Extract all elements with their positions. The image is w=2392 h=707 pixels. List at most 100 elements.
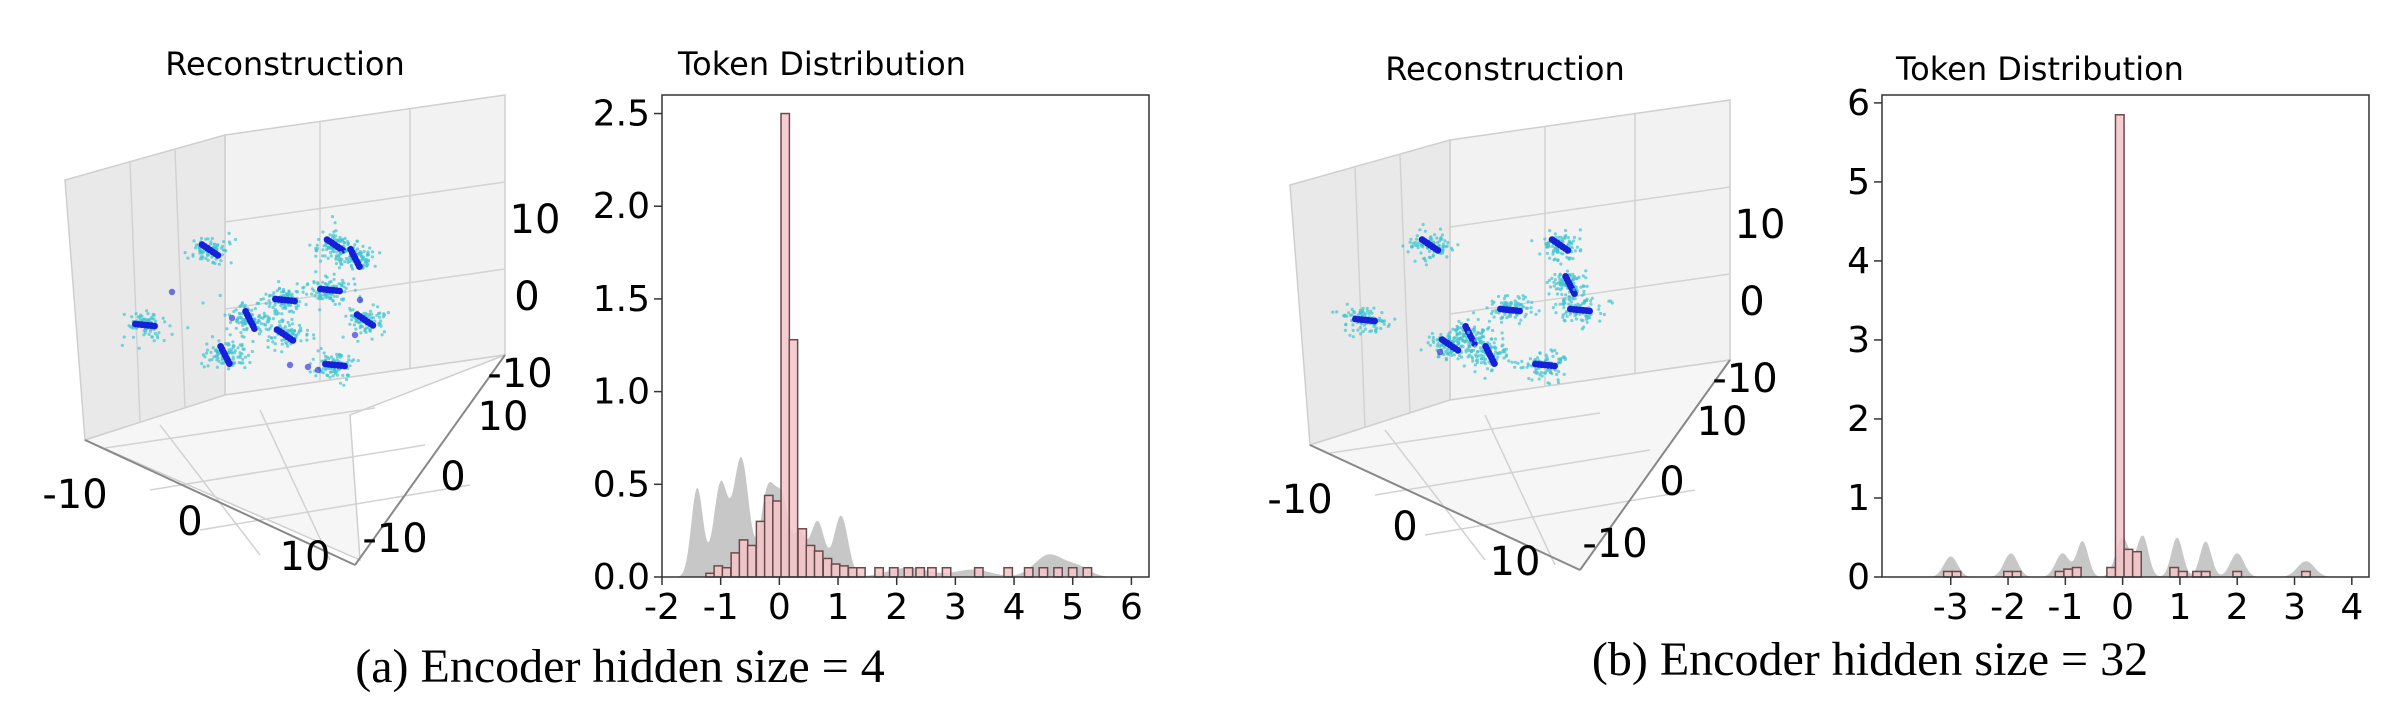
histogram-bar-a bbox=[713, 565, 724, 578]
cluster-point-fine bbox=[1498, 351, 1502, 355]
cluster-point-fine bbox=[1427, 335, 1431, 339]
cluster-point-fine bbox=[1481, 349, 1485, 353]
cluster-point-fine bbox=[229, 261, 233, 265]
cluster-point-fine bbox=[275, 289, 279, 293]
cluster-point-fine bbox=[1442, 242, 1446, 246]
cluster-point-fine bbox=[351, 267, 355, 271]
cluster-point-fine bbox=[1443, 239, 1447, 243]
cluster-point-fine bbox=[235, 317, 240, 321]
cluster-point-fine bbox=[354, 327, 358, 331]
histogram-bar-b bbox=[2200, 570, 2211, 578]
cluster-point-fine bbox=[343, 290, 347, 294]
cluster-point-fine bbox=[146, 318, 150, 322]
cluster-point-fine bbox=[1513, 315, 1517, 319]
cluster-point-fine bbox=[1516, 361, 1520, 365]
cluster-point-fine bbox=[243, 303, 247, 307]
point-cluster-b bbox=[1419, 328, 1477, 362]
cluster-point-fine bbox=[1472, 328, 1476, 332]
cluster-point-fine bbox=[1456, 357, 1460, 361]
cluster-point-fine bbox=[283, 294, 287, 298]
cluster-point-fine bbox=[335, 284, 339, 288]
cluster-point-fine bbox=[1582, 284, 1586, 288]
histogram-bar-b bbox=[2169, 566, 2180, 578]
cluster-point-fine bbox=[161, 316, 165, 320]
cluster-point-fine bbox=[361, 244, 365, 248]
cluster-point-fine bbox=[342, 383, 346, 387]
cluster-point-fine bbox=[142, 333, 146, 337]
cluster-point-fine bbox=[1564, 310, 1569, 314]
cluster-point-fine bbox=[319, 346, 323, 351]
cluster-point-fine bbox=[1563, 297, 1567, 301]
cluster-point-fine bbox=[321, 367, 325, 371]
cluster-point-fine bbox=[329, 355, 333, 359]
point-cluster-a bbox=[201, 293, 272, 344]
point-cluster-b bbox=[1551, 287, 1614, 331]
cluster-point-fine bbox=[291, 332, 295, 336]
cluster-point-fine bbox=[337, 254, 341, 258]
cluster-point-fine bbox=[1558, 277, 1562, 281]
cluster-point-fine bbox=[1494, 337, 1498, 341]
x-tick-label-b: 3 bbox=[2283, 587, 2306, 628]
cluster-point-fine bbox=[259, 322, 263, 326]
cluster-point-fine bbox=[1507, 359, 1511, 363]
reconstruction-3d-plot-b: Reconstruction -10 0 10 -10 0 10 10 0 -1… bbox=[1267, 50, 1785, 585]
cluster-point-fine bbox=[1566, 242, 1570, 246]
cluster-point-fine bbox=[273, 308, 278, 312]
cluster-point-fine bbox=[314, 270, 318, 274]
cluster-point-fine bbox=[251, 313, 255, 317]
y-tick-label-b: 4 bbox=[1847, 241, 1870, 282]
y-axis-line-b bbox=[1579, 359, 1731, 571]
cluster-point-fine bbox=[1440, 233, 1444, 237]
cluster-point-fine bbox=[367, 314, 371, 319]
cluster-point-fine bbox=[332, 277, 336, 281]
cluster-point-fine bbox=[317, 237, 321, 242]
cluster-point-fine bbox=[310, 292, 314, 296]
y-tick-label-b: 1 bbox=[1847, 478, 1870, 519]
cluster-point-fine bbox=[1492, 341, 1496, 345]
cluster-point-fine bbox=[1554, 282, 1558, 286]
cluster-point-fine bbox=[243, 322, 247, 326]
cluster-point-fine bbox=[1584, 313, 1589, 318]
cluster-point-fine bbox=[1585, 320, 1589, 324]
cluster-point-fine bbox=[1538, 252, 1542, 256]
cluster-point-fine bbox=[130, 315, 134, 319]
histogram-bar-a bbox=[797, 528, 808, 578]
cluster-point-fine bbox=[1552, 280, 1556, 284]
cluster-point-fine bbox=[139, 313, 143, 317]
cluster-point-fine bbox=[1488, 342, 1492, 346]
cluster-point-fine bbox=[305, 328, 309, 332]
histogram-bar-a bbox=[788, 338, 799, 578]
cluster-point-fine bbox=[1414, 237, 1419, 241]
cluster-point-fine bbox=[1361, 329, 1365, 334]
cluster-point-fine bbox=[153, 331, 157, 336]
cluster-point-fine bbox=[1491, 309, 1495, 313]
cluster-point-fine bbox=[1382, 322, 1386, 326]
cluster-point-fine bbox=[1537, 377, 1541, 381]
cluster-point-fine bbox=[321, 371, 326, 375]
cluster-point-fine bbox=[1374, 330, 1378, 334]
cluster-point-fine bbox=[313, 294, 317, 298]
cluster-point-fine bbox=[210, 236, 214, 241]
z-tick-a-2: -10 bbox=[487, 351, 552, 397]
cluster-point-fine bbox=[337, 282, 341, 286]
cluster-point-fine bbox=[241, 361, 245, 365]
cluster-point-fine bbox=[1437, 243, 1441, 247]
x-tick-label-b: -2 bbox=[1990, 587, 2026, 628]
x-axis-line-b bbox=[1309, 444, 1581, 571]
cluster-point-fine bbox=[147, 332, 151, 336]
cluster-point-fine bbox=[183, 251, 187, 255]
cluster-point-fine bbox=[1348, 333, 1352, 337]
cluster-point-fine bbox=[1436, 342, 1440, 346]
cluster-point-fine bbox=[1464, 350, 1468, 354]
cluster-point-fine bbox=[223, 248, 227, 252]
cluster-point-fine bbox=[1535, 356, 1540, 360]
cluster-point-fine bbox=[1471, 359, 1475, 363]
caption-a: (a) Encoder hidden size = 4 bbox=[355, 640, 885, 693]
cluster-point-fine bbox=[330, 215, 335, 219]
cluster-point-fine bbox=[327, 280, 332, 284]
x-tick-b-0: -10 bbox=[1267, 477, 1332, 523]
token-distribution-title-a: Token Distribution bbox=[677, 45, 966, 83]
token-distribution-plot-a: Token Distribution -2 -1 0 1 2 3 4 5 6 0.0 0.5 1.0… bbox=[593, 45, 1150, 628]
cluster-point-fine bbox=[1607, 299, 1611, 303]
histogram-bar-a bbox=[805, 544, 816, 578]
